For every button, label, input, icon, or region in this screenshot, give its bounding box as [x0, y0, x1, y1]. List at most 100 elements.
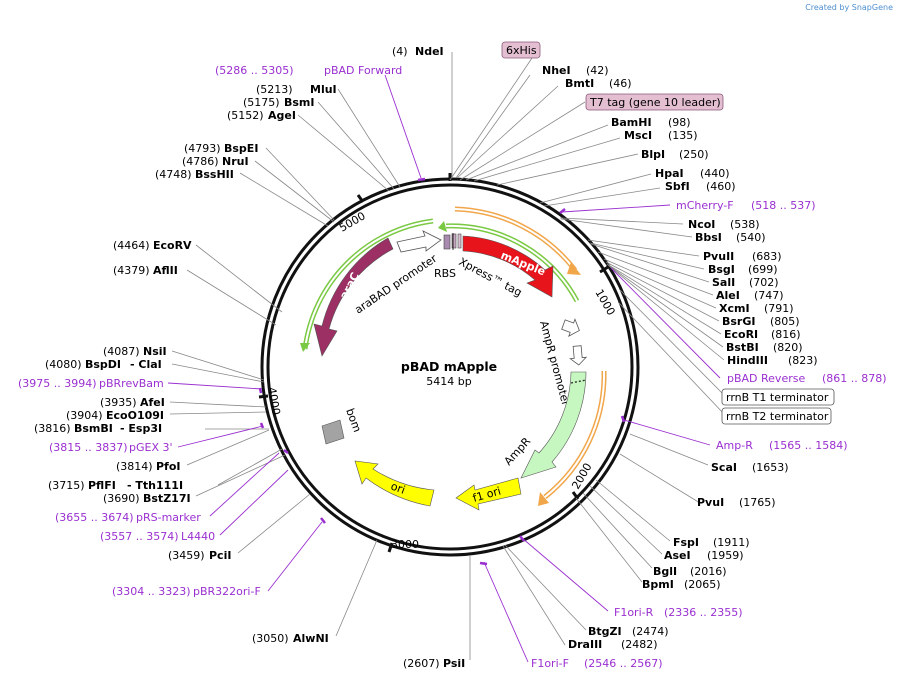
- leader-pcii: [237, 493, 311, 554]
- ampr-arrow: [520, 371, 587, 479]
- pos-mlui: (5213): [256, 83, 293, 96]
- site-xcmi: XcmI: [719, 302, 750, 315]
- pos-btgzi: (2474): [632, 625, 669, 638]
- pos-bsmi: (5175): [243, 96, 280, 109]
- primer-pbad-forward: pBAD Forward: [324, 64, 402, 77]
- site-hindiii: HindIII: [727, 354, 768, 367]
- pos-aflii: (4379): [113, 264, 150, 277]
- backbone-inner: [266, 183, 634, 551]
- box-6xhis: [501, 41, 541, 59]
- pos-hindiii: (823): [788, 354, 818, 367]
- site-agei: AgeI: [268, 109, 296, 122]
- pos-bpmi: (2065): [684, 578, 721, 591]
- leader-bstz17i: [195, 454, 286, 497]
- primer-l4440: L4440: [181, 530, 215, 543]
- site-bsmi: BsmI: [284, 96, 315, 109]
- leader-amp-r: [623, 419, 711, 446]
- pos-alei: (747): [754, 289, 784, 302]
- leader-f1ori-f: [483, 561, 529, 663]
- site-bpmi: BpmI: [642, 578, 674, 591]
- mapple-arrow: [462, 235, 554, 298]
- primer-pbrrevbam: pBRrevBam: [99, 377, 164, 390]
- primer-pbad-reverse-range: (861 .. 878): [822, 372, 887, 385]
- mapple-green-inner: [445, 224, 578, 302]
- primer-pgex3-range: (3815 .. 3837): [49, 441, 128, 454]
- leader-ncoi: [559, 217, 684, 225]
- feature-6xhis: 6xHis: [506, 44, 537, 57]
- leader-clai: [171, 363, 265, 383]
- leader-bamhi: [465, 124, 609, 181]
- pos-nrui: (4786): [182, 155, 219, 168]
- leader-bstbi: [607, 264, 724, 348]
- site-bsmbi: BsmBI: [74, 422, 113, 435]
- t7-tag-arrowhead: [567, 262, 581, 275]
- site-bsrgi: BsrGI: [722, 315, 755, 328]
- tick-2000: [571, 491, 580, 500]
- marker-pbrrevbam: [258, 387, 263, 394]
- primer-leaders: [167, 74, 721, 663]
- primer-mcherry-f: mCherry-F: [676, 199, 734, 212]
- pos-scai: (1653): [752, 461, 789, 474]
- bom-label: bom: [343, 407, 364, 434]
- arac-arrow: [313, 237, 394, 357]
- pos-bamhi: (98): [668, 116, 691, 129]
- pos-pflfi: (3715): [48, 479, 85, 492]
- site-nrui: NruI: [222, 155, 249, 168]
- leader-nhei: [455, 74, 531, 179]
- site-alwni: AlwNI: [293, 632, 329, 645]
- site-scai: ScaI: [711, 461, 737, 474]
- site-afei: AfeI: [140, 396, 165, 409]
- primer-pbad-forward-range: (5286 .. 5305): [215, 64, 294, 77]
- pos-bstz17i: (3690): [103, 492, 140, 505]
- marker-ampr: [620, 415, 626, 423]
- leader-bspei: [265, 147, 336, 222]
- pos-ndei: (4): [392, 45, 408, 58]
- marker-mcherry: [559, 208, 566, 214]
- tick-3000: [387, 542, 394, 553]
- marker-pbr322ori: [320, 517, 326, 524]
- pos-bspei: (4793): [184, 142, 221, 155]
- pos-ecorv: (4464): [113, 239, 150, 252]
- primer-prs-range: (3655 .. 3674): [55, 511, 134, 524]
- primer-amp-r-range: (1565 .. 1584): [769, 439, 848, 452]
- snapgene-credit: Created by SnapGene: [805, 3, 893, 12]
- leader-l4440: [219, 469, 289, 536]
- tick-label-3000: 3000: [391, 538, 419, 551]
- leader-ecori: [606, 263, 722, 335]
- leader-btgzi: [504, 544, 587, 631]
- pos-pvui: (1765): [739, 496, 776, 509]
- leader-bsmi: [317, 101, 395, 190]
- f1ori-orange-inner: [544, 370, 606, 498]
- site-mlui: MluI: [310, 83, 337, 96]
- leader-pbr322ori-f: [267, 521, 323, 592]
- leader-pflfi: [217, 448, 283, 486]
- leader-pvuii: [587, 239, 700, 257]
- t7-box: [457, 233, 462, 249]
- site-esp3i: - Esp3I: [120, 422, 162, 435]
- leader-f1ori-r: [521, 537, 609, 612]
- rbs-label: RBS: [434, 267, 456, 280]
- leader-alwni: [335, 539, 378, 637]
- leader-xcmi: [603, 258, 717, 309]
- site-bsgi: BsgI: [708, 263, 735, 276]
- pos-blpi: (250): [679, 148, 709, 161]
- pos-bspdi: (4080): [45, 358, 82, 371]
- leader-pgex3: [177, 425, 264, 448]
- box-rrnb-t2: [721, 407, 832, 425]
- leader-pbad-reverse: [610, 267, 721, 379]
- leader-bgli: [582, 492, 653, 569]
- tick-1000: [599, 265, 609, 274]
- leader-mcherry-f: [561, 204, 671, 213]
- pos-ecori: (816): [771, 328, 801, 341]
- site-pvui: PvuI: [697, 496, 724, 509]
- arabad-promoter-arrow: [396, 230, 442, 253]
- labels-top: (4) NdeI 6xHis NheI (42) BmtI (46) T7 ta…: [392, 41, 887, 670]
- pos-bsgi: (699): [748, 263, 778, 276]
- marker-pgex: [259, 422, 265, 429]
- pos-xcmi: (791): [764, 302, 794, 315]
- site-nsii: NsiI: [143, 345, 167, 358]
- ampr-promoter-arrow-2: [569, 345, 588, 366]
- leader-ecoo109i: [169, 411, 267, 415]
- site-ncoi: NcoI: [688, 218, 715, 231]
